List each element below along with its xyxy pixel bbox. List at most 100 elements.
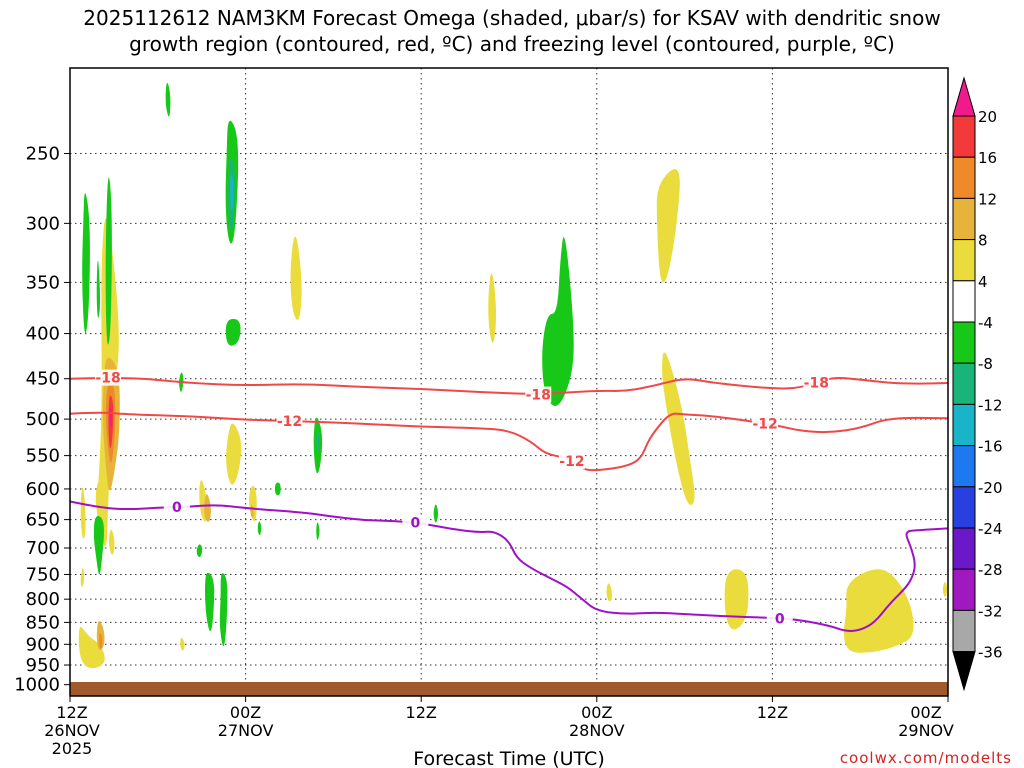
contour-label: 0 [410, 516, 420, 532]
x-tick-label: 29NOV [898, 721, 954, 740]
omega-region [80, 567, 85, 587]
chart-title-line1: 2025112612 NAM3KM Forecast Omega (shaded… [83, 6, 941, 30]
contour-label: -18 [95, 371, 120, 387]
colorbar-label: -16 [978, 438, 1003, 456]
contour-label-bg [803, 374, 830, 391]
omega-region [662, 352, 695, 505]
colorbar-swatch [952, 486, 976, 529]
contour-iso_m12 [70, 411, 948, 472]
ground-surface [70, 682, 948, 696]
y-tick-label: 700 [26, 538, 60, 559]
omega-region [82, 193, 90, 334]
contour-label: 0 [172, 500, 182, 516]
omega-region [290, 236, 302, 320]
x-tick-label: 26NOV [44, 721, 100, 740]
y-tick-label: 600 [26, 479, 60, 500]
colorbar-swatch [952, 197, 976, 241]
colorbar-label: -4 [978, 314, 993, 332]
omega-region [226, 423, 242, 485]
colorbar-label: -32 [978, 602, 1003, 620]
omega-region [488, 273, 497, 343]
colorbar-swatch [952, 609, 976, 653]
x-tick-label: 27NOV [218, 721, 274, 740]
contour-label: -18 [804, 376, 829, 392]
contour-label: -12 [752, 416, 777, 432]
x-tick-label: 12Z [406, 703, 437, 722]
y-tick-label: 800 [26, 589, 60, 610]
colorbar-label: -20 [978, 479, 1003, 497]
contour-label-bg [95, 369, 122, 386]
colorbar: 20 16 12 8 4 -4 -8 -12 -16 -20 -24 -28 -32 -36 [952, 76, 1003, 692]
colorbar-swatch [952, 403, 976, 447]
omega-region [108, 529, 115, 555]
colorbar-cap-top [952, 76, 976, 117]
omega-region [93, 516, 105, 575]
colorbar-swatch [952, 568, 976, 611]
omega-region [843, 569, 914, 653]
colorbar-swatch [952, 239, 976, 282]
omega-region [204, 494, 211, 522]
omega-region [109, 406, 112, 428]
contour-label-bg [163, 499, 190, 516]
y-tick-label: 250 [26, 143, 60, 164]
y-tick-label: 900 [26, 634, 60, 655]
colorbar-swatch [952, 362, 976, 405]
colorbar-swatch [952, 115, 976, 158]
omega-region [942, 582, 948, 597]
colorbar-swatch [952, 280, 976, 323]
y-tick-label: 550 [26, 446, 60, 467]
contour-iso_m18 [70, 377, 948, 395]
terrain-bar [70, 682, 948, 696]
omega-region [105, 177, 112, 345]
colorbar-swatch [952, 445, 976, 488]
omega-region [230, 173, 234, 211]
colorbar-swatch [952, 156, 976, 199]
omega-region [78, 627, 105, 669]
colorbar-label: 8 [978, 232, 988, 250]
omega-region [724, 569, 749, 630]
y-tick-label: 300 [26, 213, 60, 234]
x-tick-label: 00Z [581, 703, 612, 722]
omega-region [219, 573, 228, 647]
omega-region [165, 82, 171, 117]
contour-labels: -18 -18 -18 -12 -12 -12 0 0 0 [95, 369, 830, 627]
contour-label-bg [752, 415, 779, 432]
colorbar-label: 20 [978, 108, 997, 126]
x-tick-label: 00Z [230, 703, 261, 722]
colorbar-label: -36 [978, 644, 1003, 662]
y-tick-label: 650 [26, 510, 60, 531]
contour-label-bg [402, 514, 429, 531]
contour-label: -12 [277, 414, 302, 430]
colorbar-label: 12 [978, 190, 997, 208]
y-tick-label: 950 [26, 655, 60, 676]
contour-iso_0 [70, 500, 948, 632]
omega-region [180, 637, 185, 651]
omega-region [257, 521, 262, 536]
colorbar-label: 16 [978, 149, 997, 167]
colorbar-swatch [952, 527, 976, 570]
plot-frame [69, 67, 949, 697]
omega-region [656, 169, 680, 283]
omega-region [225, 318, 241, 346]
x-tick-label: 28NOV [569, 721, 625, 740]
y-tick-label: 350 [26, 272, 60, 293]
omega-region [542, 237, 574, 406]
omega-region [316, 430, 320, 453]
contour-label: 0 [775, 611, 785, 627]
x-tick-label: 12Z [56, 703, 87, 722]
omega-region [274, 482, 281, 496]
colorbar-cap-bottom [952, 651, 976, 692]
contour-label: -18 [526, 388, 551, 404]
colorbar-label: -8 [978, 355, 993, 373]
contour-label: -12 [559, 454, 584, 470]
y-tick-label: 450 [26, 369, 60, 390]
colorbar-label: 4 [978, 273, 988, 291]
contour-label-bg [558, 453, 585, 470]
y-tick-label: 400 [26, 324, 60, 345]
colorbar-swatch [952, 321, 976, 364]
omega-region [196, 544, 203, 557]
chart-title-line2: growth region (contoured, red, ºC) and f… [129, 32, 895, 56]
colorbar-label: -12 [978, 396, 1003, 414]
x-axis-label: Forecast Time (UTC) [413, 748, 604, 768]
